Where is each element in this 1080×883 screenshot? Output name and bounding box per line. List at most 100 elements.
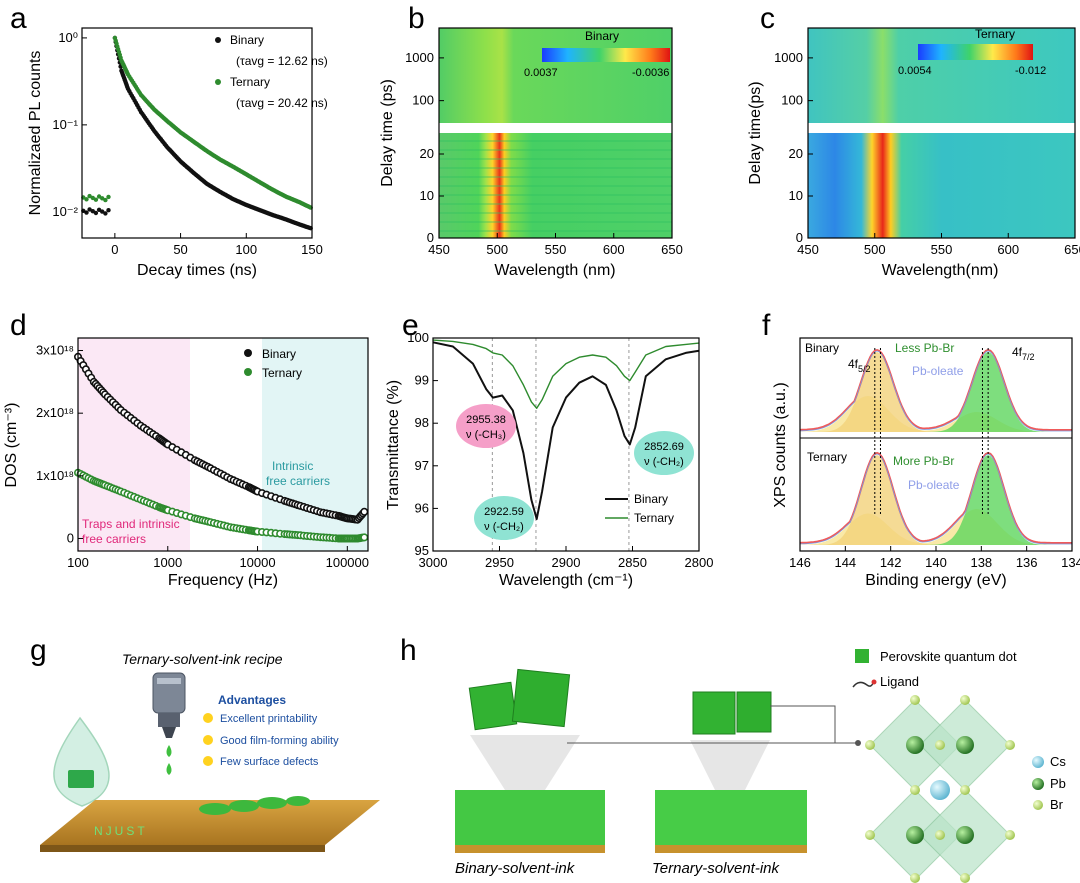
chart-e-ytick-label: 96 xyxy=(415,500,429,515)
chart-a-xlabel: Decay times (ns) xyxy=(137,262,257,279)
chart-f-ylabel: XPS counts (a.u.) xyxy=(772,382,789,507)
printer-nozzle xyxy=(152,672,186,738)
region-d-label-traps-line2: free carriers xyxy=(82,532,146,546)
legend-a-binary-marker xyxy=(215,37,221,43)
chart-a-ytick-label: 10⁻² xyxy=(52,204,78,219)
printed-droplet-3 xyxy=(257,797,287,809)
chart-b-ticks: 450 500 550 600 650 0 10 20 100 1000 xyxy=(405,50,683,257)
advantage-1: Excellent printability xyxy=(203,713,318,725)
chart-d-point-ternary xyxy=(360,533,369,542)
chart-e-xtick-label: 3000 xyxy=(419,555,448,570)
printed-droplet-1 xyxy=(199,803,231,815)
chart-f-ann-oleate-top: Pb-oleate xyxy=(912,364,964,378)
recipe-title: Ternary-solvent-ink recipe xyxy=(122,651,283,667)
chart-f-ticks: 146 144 142 140 138 136 134 xyxy=(789,546,1080,570)
panel-g: g Ternary-solvent-ink recipe NJUST Advan… xyxy=(30,634,380,852)
chart-e-ticks: 3000 2950 2900 2850 2800 95 96 97 98 99 100 xyxy=(407,330,713,570)
peak-e-2922-mode: ν (-CH₂) xyxy=(484,521,524,533)
chart-c-ytick-label: 0 xyxy=(796,230,803,245)
colorbar-c-title: Ternary xyxy=(975,27,1015,41)
chart-e-ytick-label: 100 xyxy=(407,330,429,345)
advantage-2: Good film-forming ability xyxy=(203,735,339,747)
legend-a-binary-tau: (τavg = 12.62 ns) xyxy=(236,54,328,68)
legend-d-binary: Binary xyxy=(262,347,296,361)
chart-a-prezero-ternary xyxy=(100,196,105,201)
substrate-text: NJUST xyxy=(94,824,148,838)
chart-d-xlabel: Frequency (Hz) xyxy=(168,572,278,589)
chart-e-ytick-label: 97 xyxy=(415,458,429,473)
chart-c-xtick-label: 450 xyxy=(797,242,819,257)
panel-e: e 3000 2950 2900 2850 2800 95 96 97 98 99 100 Wave… xyxy=(385,309,713,589)
chart-f-ann-oleate-bottom: Pb-oleate xyxy=(908,478,960,492)
chart-a-prezero-ternary xyxy=(103,197,108,203)
chart-f-fit xyxy=(799,453,1072,545)
heatmap-c-lower xyxy=(808,133,1075,238)
chart-b-xtick-label: 550 xyxy=(545,242,567,257)
chart-a-xtick-label: 50 xyxy=(173,242,187,257)
panel-label-g: g xyxy=(30,634,47,667)
chart-f-xtick-label: 138 xyxy=(970,555,992,570)
binary-film xyxy=(455,790,605,845)
chart-a-prezero-ternary xyxy=(87,193,92,199)
chart-e-plot xyxy=(432,338,700,551)
chart-a-prezero-ternary xyxy=(84,197,89,202)
binary-film-substrate xyxy=(455,845,605,853)
chart-d-ytick-label: 0 xyxy=(67,530,74,545)
ink-drop-2 xyxy=(166,763,172,775)
chart-f-peak-5-2: 4f5/2 xyxy=(848,357,871,374)
chart-d-xtick-label: 100000 xyxy=(326,555,369,570)
peak-e-2922-bubble xyxy=(474,496,534,540)
chart-b-ytick-label: 1000 xyxy=(405,50,434,65)
legend-d-ternary-marker xyxy=(244,368,252,376)
heatmap-b-upper xyxy=(439,28,672,123)
legend-ligand-icon xyxy=(852,681,874,688)
ternary-quantum-dots xyxy=(692,691,772,735)
chart-f-bottom-label: Ternary xyxy=(807,450,847,464)
legend-e-ternary: Ternary xyxy=(634,511,674,525)
panel-label-c: c xyxy=(760,2,775,35)
panel-label-d: d xyxy=(10,309,27,342)
legend-a-ternary: Ternary xyxy=(230,75,270,89)
atom-legend-br xyxy=(1033,800,1043,810)
printed-droplet-2 xyxy=(229,800,259,812)
region-d-label-traps: Traps and intrinsic free carriers xyxy=(82,517,183,546)
chart-f-xtick-label: 134 xyxy=(1061,555,1080,570)
chart-a-prezero-binary xyxy=(106,208,111,213)
chart-f-plot xyxy=(799,348,1072,545)
smiley-icon xyxy=(203,735,213,745)
chart-e-ylabel: Transmittance (%) xyxy=(385,380,402,510)
chart-d-ticks: 100 1000 10000 100000 0 1x10¹⁸ 2x10¹⁸ 3x10¹⁸ xyxy=(36,343,369,570)
chart-e-line-ternary xyxy=(432,339,700,409)
chart-f-fit xyxy=(799,350,1072,432)
chart-c-ytick-label: 20 xyxy=(789,146,803,161)
ink-drop-content xyxy=(68,770,94,788)
legend-d-ternary: Ternary xyxy=(262,366,302,380)
chart-e-xtick-label: 2900 xyxy=(552,555,581,570)
peak-e-2922-value: 2922.59 xyxy=(484,506,524,518)
chart-f-top-label: Binary xyxy=(805,341,839,355)
peak-e-2852-value: 2852.69 xyxy=(644,441,684,453)
atom-legend-pb xyxy=(1032,778,1044,790)
heatmap-b-lower xyxy=(439,133,672,238)
advantage-3-text: Few surface defects xyxy=(220,756,319,768)
chart-a-xtick-label: 0 xyxy=(111,242,118,257)
chart-f-fill-5-2 xyxy=(800,455,1072,545)
heatmap-b-stripe xyxy=(439,149,672,151)
chart-e-xtick-label: 2800 xyxy=(685,555,714,570)
chart-e-ytick-label: 98 xyxy=(415,415,429,430)
chart-f-fill-7-2 xyxy=(800,352,1072,432)
heatmap-c-upper xyxy=(808,28,1075,123)
colorbar-b xyxy=(542,48,670,62)
region-d-label-intrinsic: Intrinsic free carriers xyxy=(266,459,330,488)
region-d-label-traps-line1: Traps and intrinsic xyxy=(82,517,180,531)
chart-f-ann-less: Less Pb-Br xyxy=(895,341,954,355)
chart-d-frame xyxy=(77,337,369,552)
panel-label-b: b xyxy=(408,2,425,35)
panel-label-f: f xyxy=(762,309,771,342)
caption-ternary: Ternary-solvent-ink xyxy=(652,860,780,877)
chart-a-prezero-binary xyxy=(84,210,89,215)
heatmap-b-stripe xyxy=(439,176,672,178)
chart-f-xtick-label: 136 xyxy=(1016,555,1038,570)
chart-a-frame xyxy=(81,27,313,239)
colorbar-b-max: -0.0036 xyxy=(632,67,669,79)
